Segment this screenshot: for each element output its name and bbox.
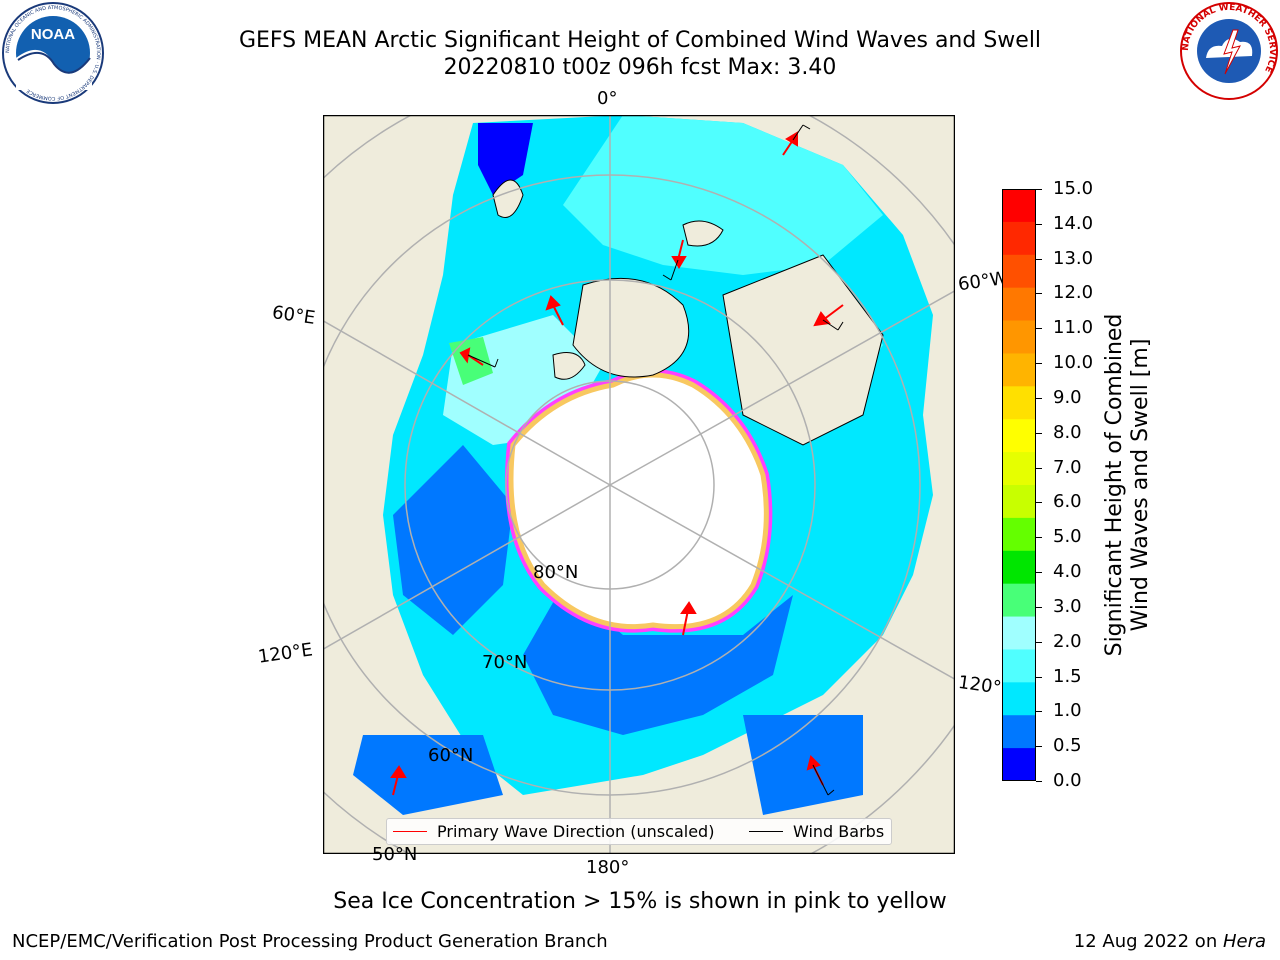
colorbar-band — [1002, 583, 1036, 618]
colorbar-label-line1: Significant Height of Combined — [1102, 313, 1127, 657]
svalbard — [552, 352, 586, 380]
greenland — [572, 277, 690, 378]
colorbar-band — [1002, 386, 1036, 420]
colorbar-tick-label: 1.5 — [1053, 665, 1082, 687]
chart-subtitle: 20220810 t00z 096h fcst Max: 3.40 — [443, 55, 837, 80]
lat-label-80n: 80°N — [533, 562, 579, 583]
colorbar-frame — [1002, 189, 1036, 781]
colorbar-tick-label: 12.0 — [1053, 282, 1094, 304]
colorbar-tick-mark — [1036, 223, 1042, 225]
colorbar-tick-mark — [1036, 397, 1042, 399]
sea-ice-caption: Sea Ice Concentration > 15% is shown in … — [333, 889, 947, 914]
colorbar-band — [1002, 320, 1036, 354]
colorbar-tick-mark — [1036, 781, 1042, 782]
footer-date: 12 Aug 2022 on Hera — [1073, 931, 1266, 952]
colorbar-tick-mark — [1036, 572, 1042, 574]
colorbar-tick-label: 6.0 — [1053, 491, 1082, 513]
colorbar-band — [1002, 221, 1036, 256]
colorbar-tick-label: 14.0 — [1053, 212, 1094, 234]
wind-barbs — [467, 124, 844, 796]
colorbar-tick-mark — [1036, 502, 1042, 504]
wave-direction-legend-label: Primary Wave Direction (unscaled) — [437, 822, 715, 841]
colorbar-band — [1002, 682, 1036, 716]
colorbar-band — [1002, 517, 1036, 552]
colorbar-tick-mark — [1036, 676, 1042, 678]
lat-label-60n: 60°N — [428, 745, 474, 766]
chart-title: GEFS MEAN Arctic Significant Height of C… — [238, 28, 1042, 53]
noaa-logo-text: NOAA — [31, 26, 75, 43]
colorbar-tick-mark — [1036, 432, 1042, 434]
lat-label-70n: 70°N — [482, 652, 528, 673]
colorbar-tick-label: 11.0 — [1053, 317, 1094, 339]
map-frame — [323, 115, 955, 854]
map-panel — [323, 115, 955, 854]
colorbar-tick-label: 2.0 — [1053, 630, 1082, 652]
colorbar-band — [1002, 485, 1036, 519]
colorbar-tick-mark — [1036, 537, 1042, 539]
lat-label-50n: 50°N — [372, 844, 418, 865]
colorbar-tick-label: 7.0 — [1053, 456, 1082, 478]
colorbar-tick-label: 4.0 — [1053, 561, 1082, 583]
colorbar-tick-mark — [1036, 363, 1042, 365]
max-wave-area — [449, 337, 493, 385]
colorbar — [1002, 189, 1036, 781]
colorbar-tick-mark — [1036, 606, 1042, 608]
wind-barbs-legend-line — [749, 831, 783, 832]
colorbar-tick-label: 0.0 — [1053, 770, 1082, 791]
colorbar-band — [1002, 715, 1036, 749]
lon-label-60e: 60°E — [270, 302, 317, 329]
colorbar-tick-mark — [1036, 328, 1042, 330]
colorbar-band — [1002, 419, 1036, 453]
graticule — [323, 115, 955, 854]
colorbar-tick-label: 15.0 — [1053, 178, 1094, 199]
colorbar-tick-label: 8.0 — [1053, 421, 1082, 443]
canadian-archipelago — [722, 254, 884, 446]
colorbar-tick-mark — [1036, 293, 1042, 295]
map-legend: Primary Wave Direction (unscaled) Wind B… — [386, 818, 892, 845]
colorbar-band — [1002, 748, 1036, 781]
footer-host: Hera — [1222, 931, 1266, 952]
wind-barbs-legend-label: Wind Barbs — [793, 822, 885, 841]
colorbar-tick-mark — [1036, 189, 1042, 190]
colorbar-tick-label: 10.0 — [1053, 352, 1094, 374]
footer-credit: NCEP/EMC/Verification Post Processing Pr… — [12, 931, 608, 952]
colorbar-tick-mark — [1036, 711, 1042, 713]
wave-direction-legend-line — [393, 831, 427, 832]
colorbar-band — [1002, 189, 1036, 223]
colorbar-tick-label: 13.0 — [1053, 247, 1094, 269]
colorbar-label-line2: Wind Waves and Swell [m] — [1128, 338, 1153, 632]
lon-label-120e: 120°E — [256, 639, 314, 668]
lon-label-0: 0° — [597, 88, 618, 109]
colorbar-tick-label: 3.0 — [1053, 595, 1082, 617]
colorbar-tick-label: 9.0 — [1053, 386, 1082, 408]
colorbar-band — [1002, 287, 1036, 322]
iceland — [682, 220, 724, 247]
colorbar-band — [1002, 649, 1036, 683]
colorbar-band — [1002, 616, 1036, 650]
colorbar-tick-mark — [1036, 746, 1042, 748]
nws-logo: NATIONAL WEATHER SERVICE — [1180, 2, 1278, 100]
colorbar-tick-label: 5.0 — [1053, 526, 1082, 548]
colorbar-tick-mark — [1036, 641, 1042, 643]
colorbar-tick-label: 1.0 — [1053, 700, 1082, 722]
lon-label-180: 180° — [586, 857, 630, 878]
colorbar-tick-mark — [1036, 467, 1042, 469]
colorbar-band — [1002, 353, 1036, 387]
colorbar-tick-label: 0.5 — [1053, 735, 1082, 757]
colorbar-tick-mark — [1036, 258, 1042, 260]
noaa-logo: NOAA NATIONAL OCEANIC AND ATMOSPHERIC AD… — [2, 2, 104, 104]
colorbar-band — [1002, 452, 1036, 486]
colorbar-band — [1002, 550, 1036, 585]
colorbar-band — [1002, 254, 1036, 289]
